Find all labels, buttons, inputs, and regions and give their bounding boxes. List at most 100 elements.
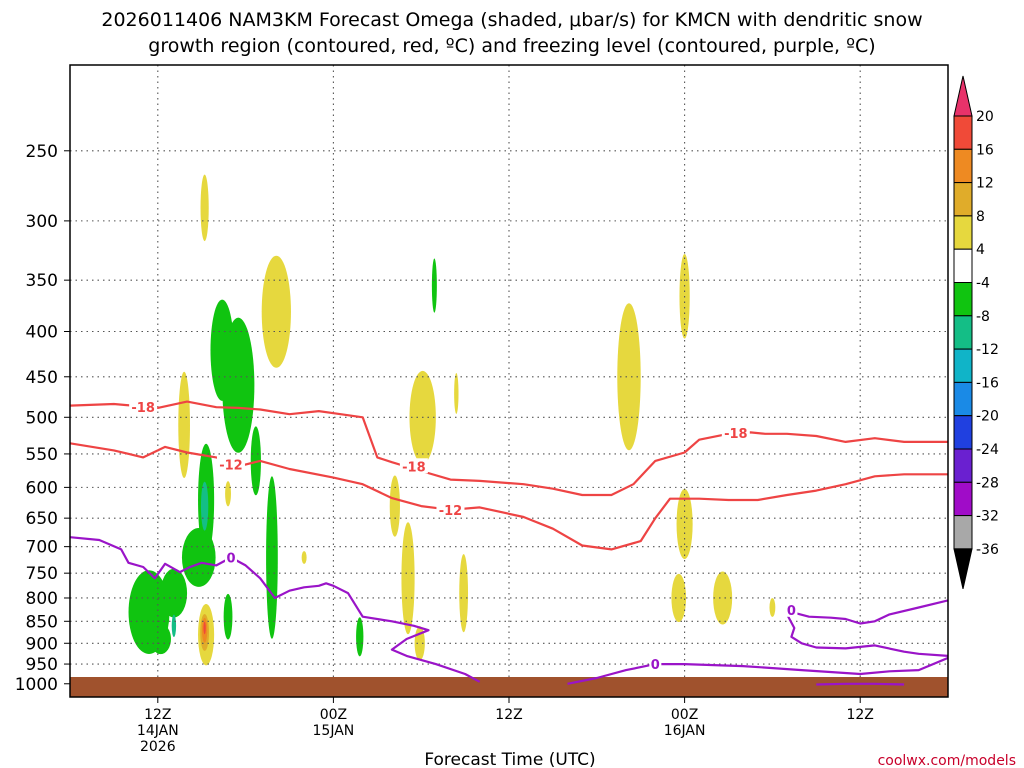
contour-label-dgz-top-1: -18 [402, 460, 426, 475]
contour-label-bg-dgz-bottom-1 [436, 501, 465, 517]
contour-label-bg-freezing-level-right-0 [785, 601, 798, 617]
colorbar-swatch-4 [953, 248, 973, 283]
colorbar-label-6: -8 [976, 309, 990, 325]
contour-label-freezing-level-0: 0 [226, 551, 235, 566]
y-tick-label-3: 400 [26, 322, 58, 342]
y-tick-label-7: 600 [26, 478, 58, 498]
omega-region-2 [210, 299, 234, 401]
y-tick-label-0: 250 [26, 142, 58, 162]
y-tick-label-12: 850 [26, 612, 58, 632]
contour-label-bg-dgz-top-1 [399, 458, 428, 474]
omega-shading [128, 174, 776, 666]
x-tick-label-0-0: 12Z [144, 707, 171, 723]
colorbar-label-7: -12 [976, 342, 999, 358]
omega-region-0 [200, 174, 209, 242]
y-tick-label-8: 650 [26, 509, 58, 529]
contour-label-freezing-level-east-0: 0 [651, 658, 660, 673]
contour-label-bg-freezing-level-0 [224, 549, 237, 565]
y-tick-label-1: 300 [26, 212, 58, 232]
colorbar-top-triangle [953, 75, 973, 117]
colorbar-swatch-5 [953, 282, 973, 317]
contour-label-bg-dgz-bottom-0 [216, 456, 245, 472]
colorbar-label-13: -36 [976, 542, 999, 558]
omega-region-29 [671, 573, 687, 623]
credit-link[interactable]: coolwx.com/models [878, 753, 1016, 768]
contour-freezing-level-low [816, 682, 905, 686]
colorbar-label-2: 12 [976, 176, 994, 192]
omega-region-9 [223, 593, 233, 640]
omega-region-14 [171, 614, 177, 637]
colorbar-swatch-0 [953, 115, 973, 150]
contour-dgz-top [70, 400, 948, 497]
y-tick-label-5: 500 [26, 408, 58, 428]
omega-region-15 [261, 255, 291, 368]
omega-region-10 [266, 476, 278, 639]
colorbar-swatch-2 [953, 182, 973, 217]
omega-region-19 [301, 551, 307, 564]
omega-region-17 [225, 481, 231, 507]
x-tick-label-1-1: 15JAN [313, 723, 355, 739]
omega-region-22 [401, 522, 415, 635]
colorbar-label-12: -32 [976, 509, 999, 525]
colorbar-swatch-3 [953, 215, 973, 250]
y-tick-label-9: 700 [26, 538, 58, 558]
contour-label-dgz-bottom-0: -12 [219, 458, 243, 473]
y-tick-label-2: 350 [26, 271, 58, 291]
contour-dgz-bottom [70, 442, 948, 551]
omega-region-8 [150, 623, 171, 655]
colorbar-swatch-9 [953, 415, 973, 450]
colorbar-bottom-triangle [953, 548, 973, 590]
colorbar-label-1: 16 [976, 142, 994, 158]
x-tick-label-3-1: 16JAN [664, 723, 706, 739]
colorbar-swatch-12 [953, 515, 973, 550]
contour-label-dgz-top-2: -18 [724, 427, 748, 442]
colorbar-label-8: -16 [976, 375, 999, 391]
colorbar-swatch-1 [953, 148, 973, 184]
chart-title-line2: growth region (contoured, red, ºC) and f… [148, 35, 875, 57]
omega-region-11 [356, 617, 364, 657]
contours: -18 -18 -18 -12 -12 0 0 0 [70, 399, 948, 686]
omega-region-12 [431, 258, 437, 313]
colorbar-label-5: -4 [976, 276, 990, 292]
omega-region-31 [769, 598, 776, 617]
colorbar-swatch-7 [953, 348, 973, 383]
grid [70, 65, 948, 697]
y-tick-label-4: 450 [26, 368, 58, 388]
contour-label-bg-freezing-level-east-0 [649, 656, 662, 672]
omega-region-23 [459, 554, 469, 633]
contour-freezing-level-east [567, 656, 948, 685]
omega-region-13 [200, 481, 209, 531]
omega-region-5 [181, 528, 216, 587]
x-tick-label-4-0: 12Z [846, 707, 873, 723]
colorbar-label-9: -20 [976, 409, 999, 425]
y-tick-label-15: 1000 [15, 675, 58, 695]
contour-label-dgz-top-0: -18 [131, 401, 155, 416]
omega-region-7 [160, 568, 188, 618]
y-tick-label-14: 950 [26, 655, 58, 675]
omega-region-28 [676, 488, 693, 560]
omega-region-26 [617, 303, 641, 451]
omega-region-34 [203, 621, 206, 635]
colorbar-label-10: -24 [976, 442, 999, 458]
colorbar-label-3: 8 [976, 209, 985, 225]
x-axis-label: Forecast Time (UTC) [424, 750, 595, 768]
colorbar: 20 16 12 8 4 -4 -8 -12 -16 -20 -24 -28 -32 -36 [953, 75, 999, 590]
terrain-ground [70, 677, 948, 697]
chart-title-line1: 2026011406 NAM3KM Forecast Omega (shaded… [101, 9, 922, 31]
omega-region-25 [454, 373, 459, 414]
colorbar-label-11: -28 [976, 475, 999, 491]
contour-freezing-level-right [785, 599, 948, 657]
colorbar-label-0: 20 [976, 109, 994, 125]
contour-label-bg-dgz-top-2 [721, 425, 750, 441]
colorbar-swatch-8 [953, 381, 973, 417]
x-tick-label-2-0: 12Z [495, 707, 522, 723]
x-tick-label-3-0: 00Z [671, 707, 698, 723]
y-axis-ticks: 2503003504004505005506006507007508008509… [15, 142, 70, 695]
y-tick-label-11: 800 [26, 589, 58, 609]
y-tick-label-13: 900 [26, 634, 58, 654]
omega-region-30 [713, 571, 733, 625]
x-tick-label-1-0: 00Z [320, 707, 347, 723]
x-tick-label-0-2: 2026 [140, 739, 176, 755]
